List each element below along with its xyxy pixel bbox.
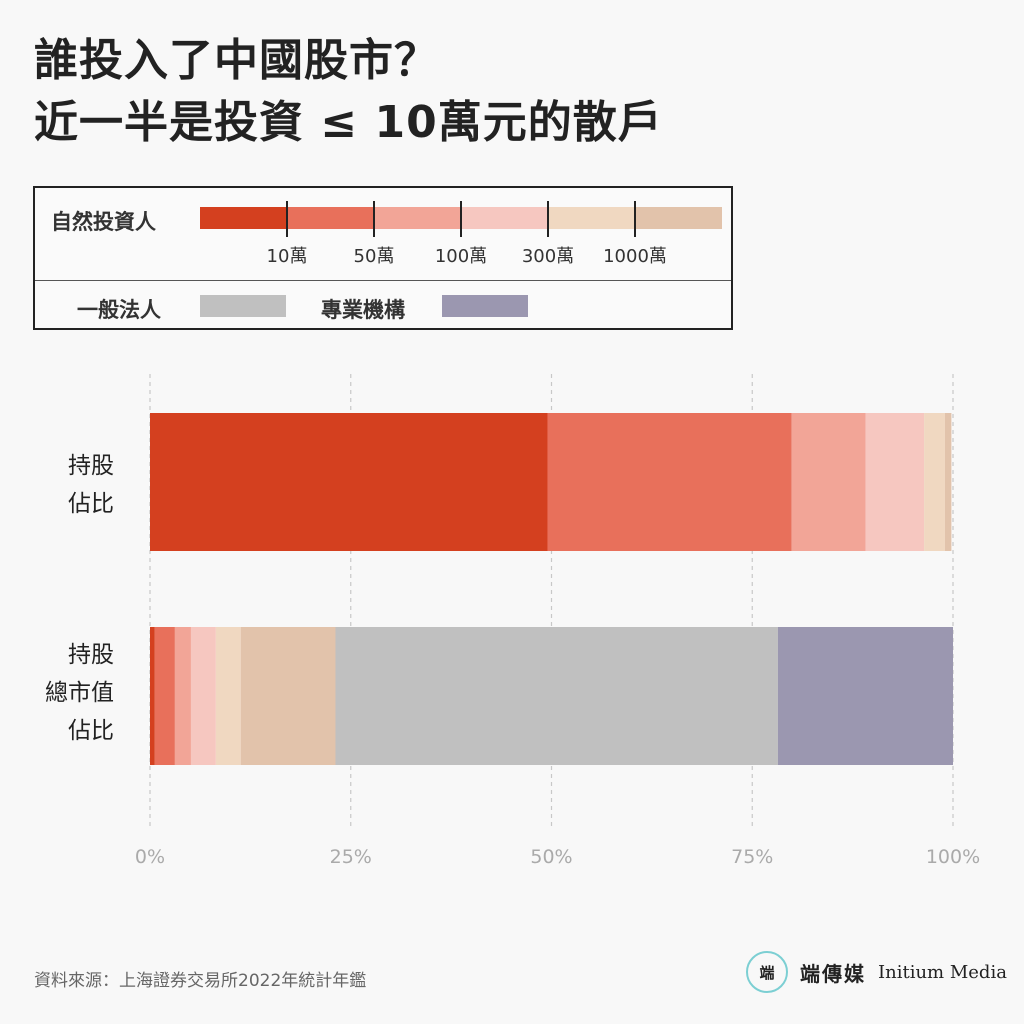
bar-segment-100to300: [190, 627, 216, 765]
bar-segment-institution: [777, 627, 953, 765]
source-note: 資料來源：上海證券交易所2022年統計年鑑: [34, 971, 367, 991]
title-line-2: 近一半是投資 ≤ 10萬元的散戶: [34, 97, 663, 148]
row-label-shareholding: 持股 佔比: [68, 447, 114, 523]
row-label-line: 總市值: [45, 680, 114, 706]
x-tick-label: 25%: [330, 846, 372, 868]
legend-threshold-tick: [460, 201, 462, 237]
legend-threshold-label: 50萬: [353, 246, 395, 267]
legend-general-corp-swatch: [200, 295, 286, 317]
legend-institution-label: 專業機構: [321, 298, 405, 322]
row-label-line: 佔比: [68, 718, 114, 744]
legend-swatch-10to50: [287, 207, 374, 229]
legend-threshold-label: 1000萬: [603, 246, 667, 267]
bar-segment-10to50: [547, 413, 792, 551]
legend-divider: [35, 280, 731, 281]
legend-general-corp-label: 一般法人: [77, 298, 161, 322]
legend-swatch-100to300: [461, 207, 548, 229]
legend-natural-label: 自然投資人: [51, 210, 156, 234]
x-tick-label: 0%: [135, 846, 165, 868]
legend: 自然投資人 10萬 50萬 100萬 300萬 1000萬 一般法人 專業機構: [33, 186, 733, 330]
row-label-line: 持股: [68, 642, 114, 668]
bar-segment-gt1000: [240, 627, 336, 765]
legend-threshold-tick: [547, 201, 549, 237]
legend-swatch-gt1000: [635, 207, 722, 229]
bar-segment-100to300: [865, 413, 925, 551]
bar-segment-10to50: [154, 627, 175, 765]
stacked-bar-chart: 0% 25% 50% 75% 100%: [135, 374, 980, 868]
row-label-line: 持股: [68, 453, 114, 479]
bar-segment-300to1000: [924, 413, 945, 551]
legend-threshold-tick: [634, 201, 636, 237]
row-label-market-value: 持股總市值佔比: [45, 636, 114, 750]
bar-segment-50to100: [791, 413, 866, 551]
legend-institution-swatch: [442, 295, 528, 317]
legend-swatch-le10: [200, 207, 287, 229]
bar-segment-50to100: [174, 627, 191, 765]
bar-segment-gt1000: [944, 413, 952, 551]
bar-segment-le10: [150, 413, 548, 551]
bar-segment-le10: [150, 627, 155, 765]
legend-swatch-300to1000: [548, 207, 635, 229]
brand-name-en: Initium Media: [878, 961, 1007, 983]
brand-name-cn: 端傳媒: [800, 961, 866, 986]
bar-segment-300to1000: [215, 627, 241, 765]
brand-logo-icon: 端: [746, 951, 788, 993]
x-tick-label: 50%: [530, 846, 572, 868]
brand: 端 端傳媒 Initium Media: [746, 950, 1007, 994]
legend-swatch-50to100: [374, 207, 461, 229]
title-line-1: 誰投入了中國股市？: [34, 35, 439, 86]
x-tick-label: 100%: [926, 846, 980, 868]
chart-title: 誰投入了中國股市？ 近一半是投資 ≤ 10萬元的散戶: [34, 30, 663, 154]
legend-threshold-label: 10萬: [266, 246, 308, 267]
legend-threshold-tick: [286, 201, 288, 237]
legend-threshold-label: 100萬: [434, 246, 488, 267]
row-label-line: 佔比: [68, 491, 114, 517]
x-tick-label: 75%: [731, 846, 773, 868]
bar-segment-general_corp: [335, 627, 778, 765]
legend-threshold-label: 300萬: [521, 246, 575, 267]
legend-threshold-tick: [373, 201, 375, 237]
